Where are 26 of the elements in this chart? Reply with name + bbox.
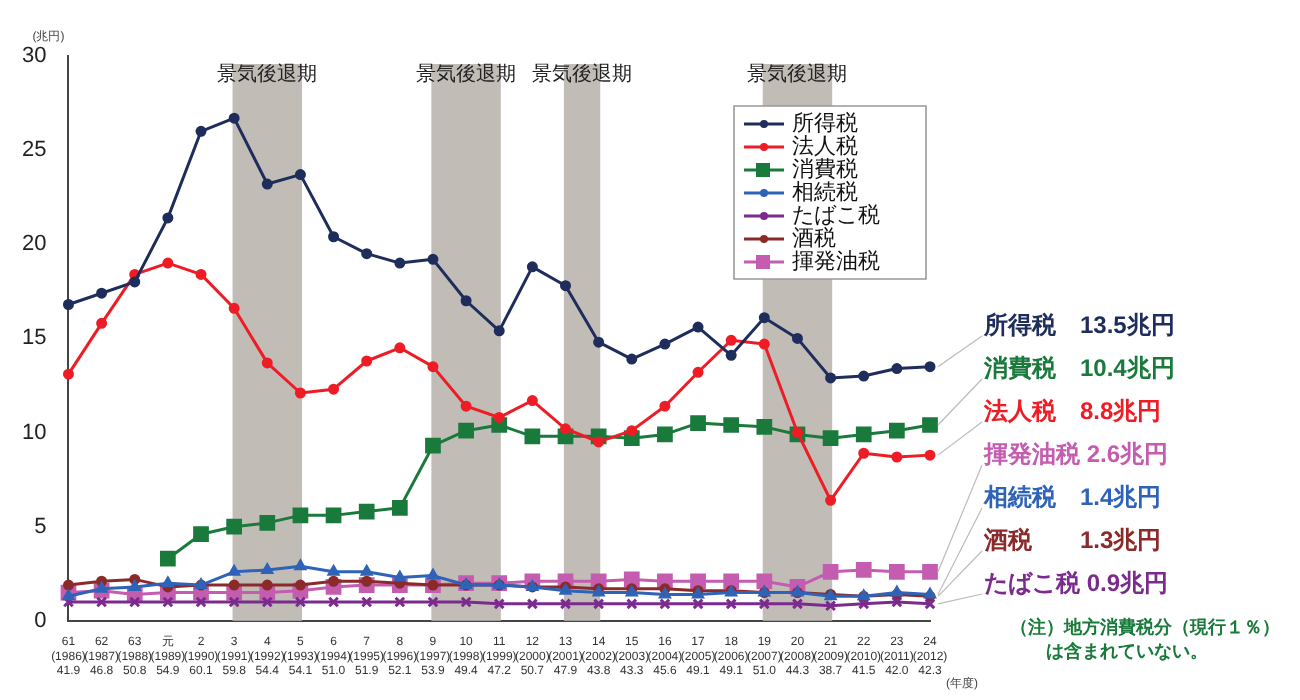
text: 所得税 13.5兆円: [982, 310, 1175, 339]
band-label: 景気後退期: [532, 61, 633, 86]
legend-label: 所得税: [792, 110, 858, 137]
legend-label: 酒税: [792, 225, 836, 252]
text: 法人税 8.8兆円: [982, 396, 1162, 425]
band-label: 景気後退期: [217, 61, 318, 86]
y-tick-label: 30: [21, 44, 47, 69]
band-label: 景気後退期: [747, 61, 848, 86]
y-tick-label: 0: [34, 608, 47, 633]
legend-label: 相続税: [792, 179, 858, 206]
y-tick-label: 10: [21, 420, 47, 445]
legend-label: 消費税: [792, 156, 858, 183]
band-label: 景気後退期: [416, 61, 517, 86]
text: 相続税 1.4兆円: [982, 482, 1162, 511]
y-tick-label: 25: [21, 138, 47, 163]
y-tick-label: 5: [34, 514, 47, 539]
text: （注）地方消費税分（現行１％）は含まれていない。: [1010, 616, 1280, 661]
text: 酒税 1.3兆円: [982, 525, 1162, 554]
legend-label: 揮発油税: [792, 248, 880, 275]
y-tick-label: 15: [21, 326, 47, 351]
text: たばこ税 0.9兆円: [984, 568, 1169, 597]
text: 揮発油税 2.6兆円: [982, 439, 1169, 468]
legend-label: 法人税: [792, 133, 858, 160]
y-tick-label: 20: [21, 232, 47, 257]
text: 消費税 10.4兆円: [982, 353, 1175, 382]
legend-label: たばこ税: [792, 202, 880, 229]
